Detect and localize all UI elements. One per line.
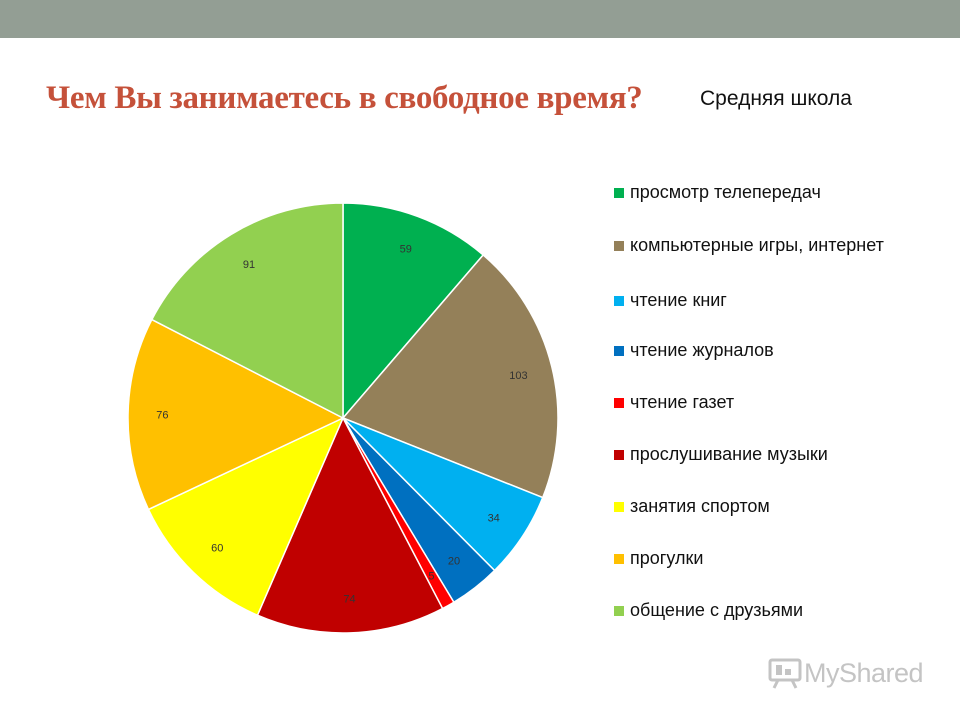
legend-item: общение с друзьями: [614, 598, 890, 623]
top-bar: [0, 0, 960, 38]
slice-value-label: 74: [343, 593, 355, 605]
legend-swatch: [614, 346, 624, 356]
legend-label: прогулки: [630, 548, 704, 568]
presentation-board-icon: [768, 658, 802, 689]
legend-label: прослушивание музыки: [630, 444, 828, 464]
legend-item: занятия спортом: [614, 494, 890, 519]
legend-label: занятия спортом: [630, 496, 770, 516]
slice-value-label: 76: [156, 410, 168, 422]
pie-slice: [256, 416, 444, 634]
slice-value-label: 103: [509, 370, 527, 382]
pie-slice: [150, 202, 344, 420]
watermark: MyShared: [768, 656, 924, 690]
slice-value-label: 59: [400, 244, 412, 256]
legend-swatch: [614, 398, 624, 408]
legend-swatch: [614, 296, 624, 306]
slice-value-label: 34: [488, 513, 500, 525]
slide-title: Чем Вы занимаетесь в свободное время?: [46, 80, 643, 116]
legend-swatch: [614, 188, 624, 198]
legend-item: прослушивание музыки: [614, 442, 890, 467]
pie-slice: [342, 202, 485, 421]
pie-slice: [147, 416, 345, 617]
pie-slice: [341, 253, 559, 499]
legend-item: прогулки: [614, 546, 890, 571]
legend-label: компьютерные игры, интернет: [630, 235, 884, 255]
legend-item: просмотр телепередач: [614, 180, 890, 205]
legend-item: чтение газет: [614, 390, 890, 415]
legend-swatch: [614, 606, 624, 616]
legend-item: чтение книг: [614, 288, 890, 313]
pie-slice: [127, 318, 345, 511]
legend-item: чтение журналов: [614, 338, 890, 363]
legend-label: общение с друзьями: [630, 600, 804, 620]
watermark-text: MyShared: [804, 657, 924, 688]
legend-label: просмотр телепередач: [630, 182, 821, 202]
legend-swatch: [614, 502, 624, 512]
slice-value-label: 20: [448, 555, 460, 567]
slice-value-label: 60: [211, 543, 223, 555]
legend-label: чтение журналов: [630, 340, 774, 360]
legend-label: чтение книг: [630, 290, 727, 310]
legend-label: чтение газет: [630, 392, 735, 412]
legend-swatch: [614, 241, 624, 251]
slice-value-label: 5: [428, 570, 434, 582]
chart-title: Средняя школа: [700, 87, 852, 110]
slice-value-label: 91: [243, 259, 255, 271]
legend-item: компьютерные игры, интернет: [614, 233, 890, 258]
legend-swatch: [614, 554, 624, 564]
legend-swatch: [614, 450, 624, 460]
